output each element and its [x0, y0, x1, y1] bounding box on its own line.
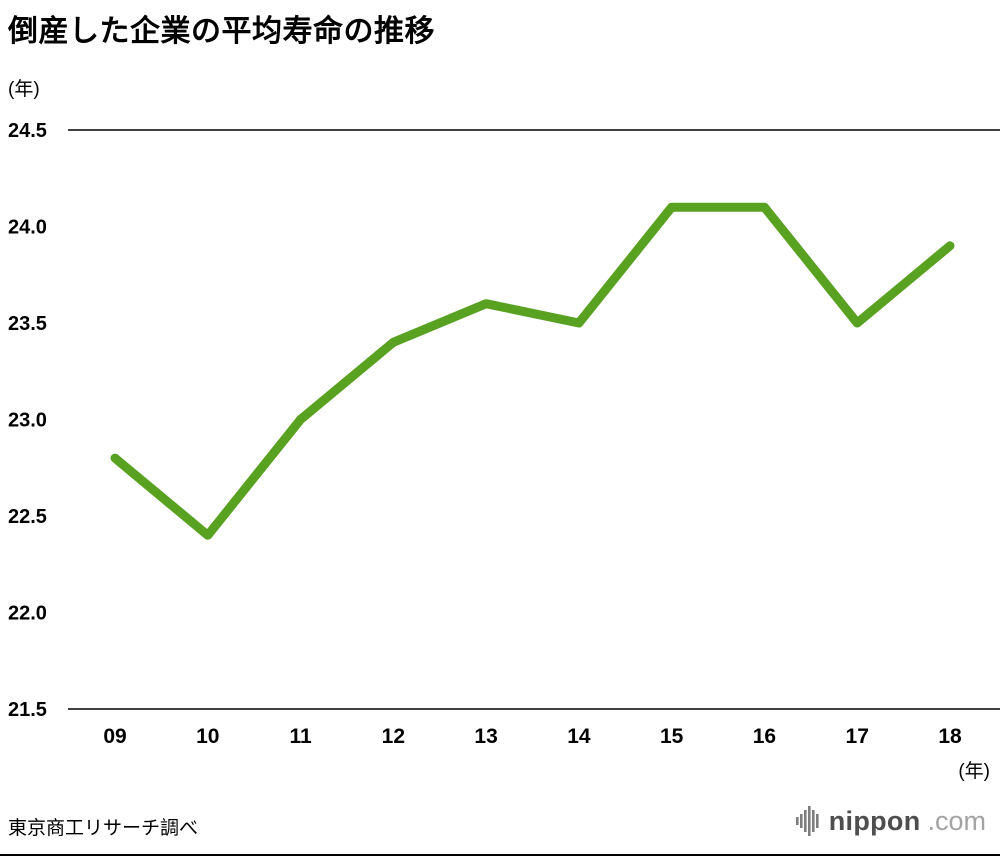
- line-chart: 21.5 22.0 22.5 23.0 23.5 24.0 24.5 09 10 11 12 13 14…: [8, 120, 1000, 782]
- x-axis-unit-label: (年): [958, 760, 990, 782]
- data-line: [110, 202, 955, 540]
- x-tick-label: 12: [382, 725, 405, 748]
- equalizer-bars-icon: [795, 806, 819, 836]
- y-tick-label: 21.5: [8, 699, 47, 721]
- x-tick-label: 18: [938, 725, 962, 748]
- x-tick-label: 16: [753, 725, 776, 748]
- x-tick-label: 11: [289, 725, 312, 748]
- brand-name: nippon: [828, 805, 921, 836]
- x-tick-label: 17: [846, 725, 869, 748]
- y-tick-label: 24.0: [8, 217, 47, 239]
- source-label: 東京商工リサーチ調べ: [8, 818, 199, 839]
- x-tick-label: 09: [103, 725, 126, 748]
- brand-suffix: .com: [927, 805, 986, 836]
- x-tick-label: 15: [660, 725, 684, 748]
- brand-logo: nippon .com: [795, 804, 986, 838]
- chart-title: 倒産した企業の平均寿命の推移: [8, 15, 435, 48]
- y-tick-label: 22.5: [8, 506, 47, 528]
- x-tick-label: 14: [567, 725, 591, 748]
- y-tick-label: 22.0: [8, 603, 47, 625]
- y-tick-label: 23.0: [8, 410, 47, 432]
- y-tick-label: 24.5: [8, 120, 47, 142]
- x-tick-label: 13: [474, 725, 497, 748]
- y-tick-label: 23.5: [8, 313, 47, 335]
- x-tick-label: 10: [196, 725, 219, 748]
- y-axis-unit-label: (年): [8, 79, 40, 100]
